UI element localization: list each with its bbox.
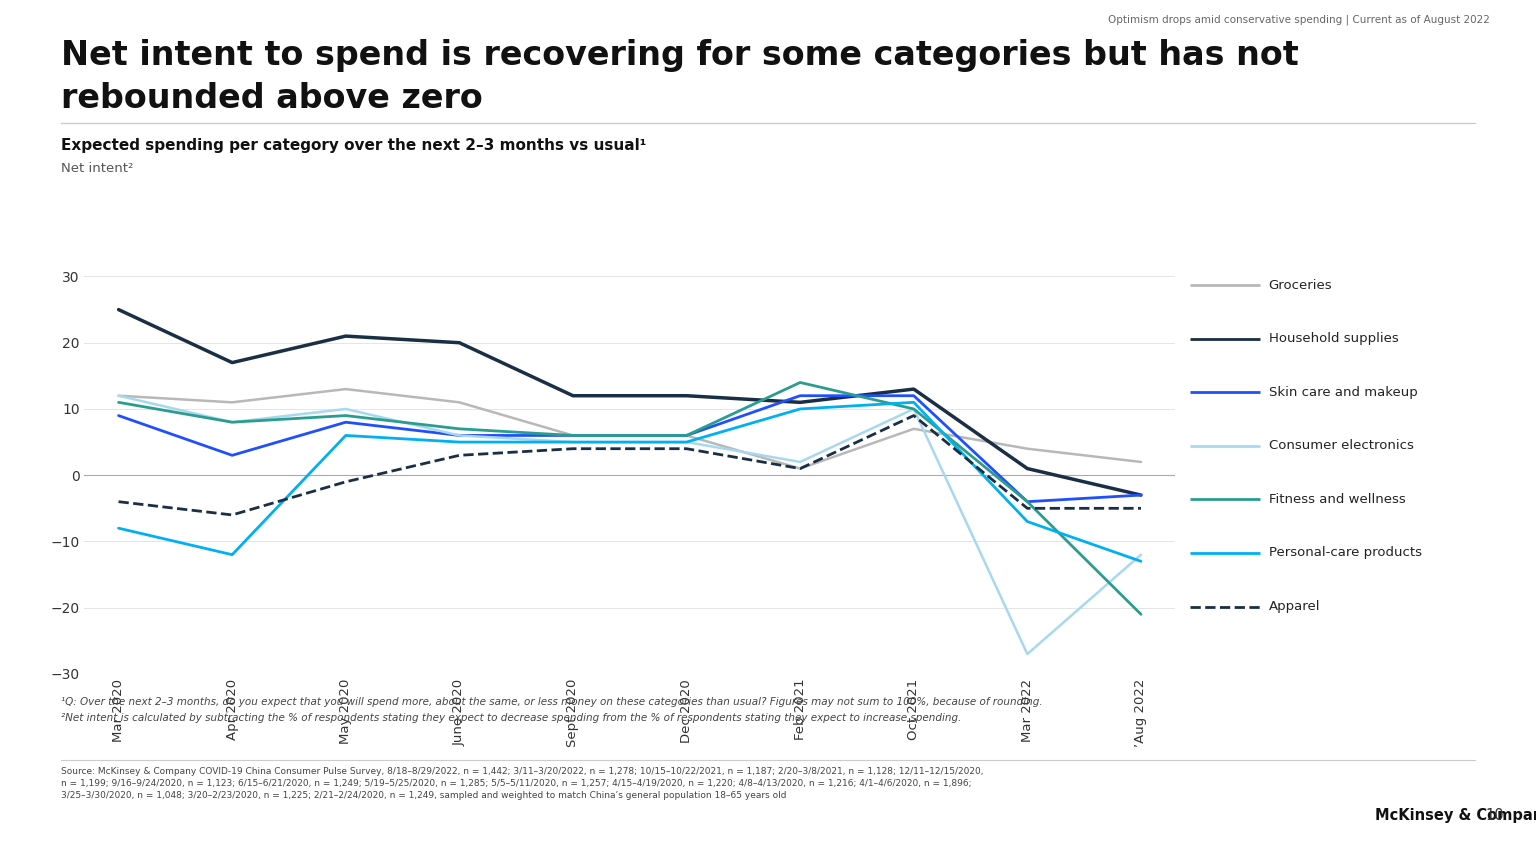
Text: ¹Q: Over the next 2–3 months, do you expect that you will spend more, about the : ¹Q: Over the next 2–3 months, do you exp… xyxy=(61,697,1043,708)
Text: Household supplies: Household supplies xyxy=(1269,332,1398,346)
Text: Consumer electronics: Consumer electronics xyxy=(1269,439,1413,453)
Text: Net intent²: Net intent² xyxy=(61,162,134,175)
Text: Optimism drops amid conservative spending | Current as of August 2022: Optimism drops amid conservative spendin… xyxy=(1107,15,1490,25)
Text: Expected spending per category over the next 2–3 months vs usual¹: Expected spending per category over the … xyxy=(61,138,647,153)
Text: Net intent to spend is recovering for some categories but has not: Net intent to spend is recovering for so… xyxy=(61,39,1299,72)
Text: ²Net intent is calculated by subtracting the % of respondents stating they expec: ²Net intent is calculated by subtracting… xyxy=(61,713,962,723)
Text: 10: 10 xyxy=(1485,808,1504,823)
Text: Skin care and makeup: Skin care and makeup xyxy=(1269,385,1418,399)
Text: Groceries: Groceries xyxy=(1269,278,1332,292)
Text: rebounded above zero: rebounded above zero xyxy=(61,82,484,115)
Text: Fitness and wellness: Fitness and wellness xyxy=(1269,492,1405,506)
Text: Apparel: Apparel xyxy=(1269,600,1321,613)
Text: Source: McKinsey & Company COVID-19 China Consumer Pulse Survey, 8/18–8/29/2022,: Source: McKinsey & Company COVID-19 Chin… xyxy=(61,767,985,800)
Text: McKinsey & Company: McKinsey & Company xyxy=(1375,808,1536,823)
Text: Personal-care products: Personal-care products xyxy=(1269,546,1422,560)
